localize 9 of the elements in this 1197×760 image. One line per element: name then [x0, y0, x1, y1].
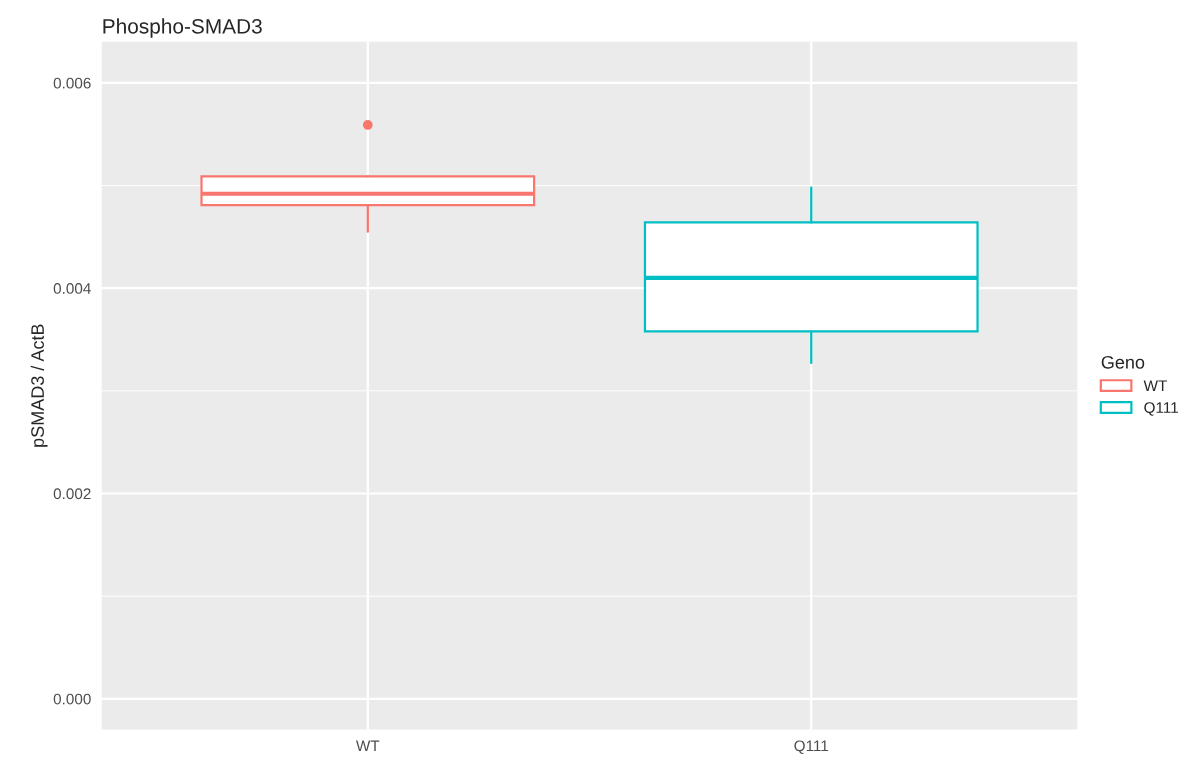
chart-title: Phospho-SMAD3: [103, 18, 262, 38]
legend-label: WT: [1143, 380, 1167, 391]
y-tick-label: 0.006: [53, 77, 91, 89]
y-axis-title: pSMAD3 / ActB: [30, 324, 48, 447]
legend-title: Geno: [1101, 355, 1145, 369]
y-tick-label: 0.004: [53, 283, 91, 294]
y-tick-label: 0.000: [53, 693, 91, 705]
y-tick-label: 0.002: [53, 488, 91, 500]
legend-label: Q111: [1144, 402, 1178, 416]
